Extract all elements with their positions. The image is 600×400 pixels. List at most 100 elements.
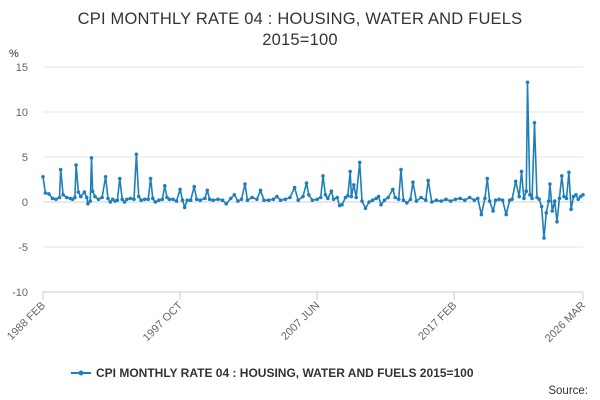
data-point[interactable] <box>185 198 189 202</box>
data-point[interactable] <box>357 160 362 165</box>
data-point[interactable] <box>245 198 250 202</box>
data-point[interactable] <box>255 197 259 202</box>
data-point[interactable] <box>120 197 124 202</box>
data-point[interactable] <box>331 197 336 202</box>
data-point[interactable] <box>517 194 521 199</box>
data-point[interactable] <box>180 198 185 202</box>
data-point[interactable] <box>318 195 323 200</box>
data-point[interactable] <box>479 212 484 217</box>
data-point[interactable] <box>203 196 207 201</box>
data-point[interactable] <box>348 169 353 174</box>
data-point[interactable] <box>396 197 401 202</box>
data-point[interactable] <box>382 198 387 202</box>
data-point[interactable] <box>160 197 165 202</box>
data-point[interactable] <box>47 192 51 196</box>
data-point[interactable] <box>354 195 359 200</box>
data-point[interactable] <box>571 194 576 199</box>
data-point[interactable] <box>485 176 490 181</box>
data-point[interactable] <box>340 202 344 207</box>
data-point[interactable] <box>250 195 254 200</box>
data-point[interactable] <box>557 196 562 201</box>
data-point[interactable] <box>329 189 334 193</box>
data-point[interactable] <box>576 197 580 202</box>
data-point[interactable] <box>458 196 462 201</box>
data-point[interactable] <box>530 196 534 201</box>
data-point[interactable] <box>562 194 566 199</box>
data-point[interactable] <box>243 182 247 186</box>
data-point[interactable] <box>326 196 330 201</box>
data-point[interactable] <box>239 197 244 202</box>
data-point[interactable] <box>401 198 406 202</box>
data-point[interactable] <box>43 191 48 195</box>
data-point[interactable] <box>292 185 297 190</box>
data-point[interactable] <box>188 198 193 202</box>
data-point[interactable] <box>304 181 309 185</box>
data-point[interactable] <box>278 198 283 202</box>
data-point[interactable] <box>57 195 62 200</box>
data-point[interactable] <box>211 198 215 202</box>
data-point[interactable] <box>444 197 448 202</box>
data-point[interactable] <box>115 198 120 202</box>
data-point[interactable] <box>216 197 220 202</box>
data-point[interactable] <box>426 178 431 183</box>
data-point[interactable] <box>122 200 127 204</box>
data-point[interactable] <box>574 193 578 197</box>
data-point[interactable] <box>569 207 573 211</box>
data-point[interactable] <box>118 176 122 181</box>
data-point[interactable] <box>414 199 419 203</box>
data-point[interactable] <box>262 198 266 202</box>
data-point[interactable] <box>258 188 263 193</box>
data-point[interactable] <box>139 198 143 202</box>
data-point[interactable] <box>472 198 477 202</box>
data-point[interactable] <box>73 195 77 200</box>
data-point[interactable] <box>224 202 228 206</box>
data-point[interactable] <box>192 184 196 189</box>
data-point[interactable] <box>151 196 155 201</box>
data-point[interactable] <box>581 193 585 197</box>
data-point[interactable] <box>522 196 526 201</box>
data-point[interactable] <box>323 193 328 197</box>
data-point[interactable] <box>513 179 518 184</box>
data-point[interactable] <box>491 209 495 213</box>
data-point[interactable] <box>229 196 233 201</box>
data-point[interactable] <box>539 204 544 209</box>
data-point[interactable] <box>532 121 537 125</box>
data-point[interactable] <box>528 193 532 197</box>
data-point[interactable] <box>236 199 240 203</box>
data-point[interactable] <box>504 212 509 217</box>
data-point[interactable] <box>301 194 305 199</box>
data-point[interactable] <box>453 197 458 202</box>
data-point[interactable] <box>405 201 409 205</box>
data-point[interactable] <box>178 187 182 192</box>
data-point[interactable] <box>346 193 350 198</box>
data-point[interactable] <box>411 180 415 184</box>
data-point[interactable] <box>544 211 549 215</box>
data-point[interactable] <box>310 198 315 202</box>
data-point[interactable] <box>182 205 187 210</box>
data-point[interactable] <box>108 200 113 204</box>
data-point[interactable] <box>424 198 428 202</box>
data-point[interactable] <box>560 174 564 178</box>
data-point[interactable] <box>232 193 237 197</box>
data-point[interactable] <box>434 198 439 202</box>
data-point[interactable] <box>370 198 375 202</box>
data-point[interactable] <box>525 80 530 85</box>
data-point[interactable] <box>386 195 390 200</box>
data-point[interactable] <box>349 194 354 199</box>
data-point[interactable] <box>497 197 501 202</box>
data-point[interactable] <box>207 197 212 202</box>
data-point[interactable] <box>552 199 557 203</box>
data-point[interactable] <box>271 197 276 202</box>
data-point[interactable] <box>283 197 288 202</box>
data-point[interactable] <box>376 194 381 199</box>
data-point[interactable] <box>134 152 139 157</box>
data-point[interactable] <box>136 194 141 199</box>
data-point[interactable] <box>76 190 81 194</box>
data-point[interactable] <box>524 189 529 193</box>
data-point[interactable] <box>367 200 371 204</box>
data-point[interactable] <box>550 209 555 213</box>
data-point[interactable] <box>463 198 467 202</box>
data-point[interactable] <box>61 193 65 197</box>
data-point[interactable] <box>564 196 569 201</box>
legend[interactable]: CPI MONTHLY RATE 04 : HOUSING, WATER AND… <box>71 366 474 380</box>
